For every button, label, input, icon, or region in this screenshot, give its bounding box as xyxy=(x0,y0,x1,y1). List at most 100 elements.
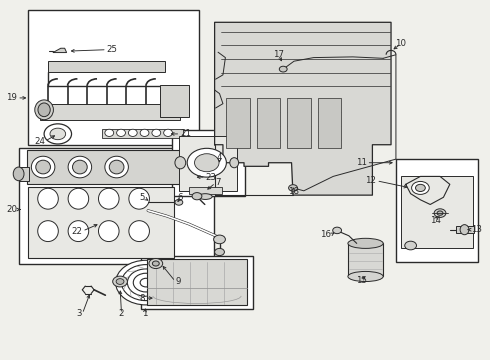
Circle shape xyxy=(122,265,171,301)
Text: 16: 16 xyxy=(320,230,331,239)
Bar xyxy=(147,259,247,305)
Ellipse shape xyxy=(38,221,58,242)
Text: 18: 18 xyxy=(288,187,298,196)
Text: 9: 9 xyxy=(175,277,181,286)
Text: 15: 15 xyxy=(356,276,367,284)
Circle shape xyxy=(113,276,127,287)
Text: 6: 6 xyxy=(177,194,183,202)
Circle shape xyxy=(412,181,429,194)
Polygon shape xyxy=(53,48,67,53)
Ellipse shape xyxy=(98,221,119,242)
Ellipse shape xyxy=(68,221,89,242)
Circle shape xyxy=(187,148,226,177)
Text: 24: 24 xyxy=(34,136,45,145)
Text: 21: 21 xyxy=(180,129,191,138)
Text: 19: 19 xyxy=(6,94,17,102)
Circle shape xyxy=(127,269,165,296)
Ellipse shape xyxy=(38,188,58,209)
Text: 2: 2 xyxy=(119,309,124,318)
Text: 20: 20 xyxy=(6,205,17,214)
Ellipse shape xyxy=(36,160,50,174)
Ellipse shape xyxy=(35,100,53,120)
Bar xyxy=(226,98,250,148)
Text: 10: 10 xyxy=(395,40,406,49)
Circle shape xyxy=(195,154,219,172)
Circle shape xyxy=(405,241,416,250)
Ellipse shape xyxy=(198,194,212,199)
Circle shape xyxy=(140,278,152,287)
Circle shape xyxy=(175,199,183,205)
Text: 17: 17 xyxy=(273,50,284,59)
Bar xyxy=(28,187,174,258)
Ellipse shape xyxy=(128,129,137,136)
Circle shape xyxy=(133,273,159,292)
Ellipse shape xyxy=(140,129,149,136)
Bar xyxy=(48,61,165,72)
Text: 23: 23 xyxy=(206,173,217,181)
Bar xyxy=(189,187,222,194)
Ellipse shape xyxy=(73,160,87,174)
Bar xyxy=(172,130,245,196)
Circle shape xyxy=(434,209,446,217)
Text: 13: 13 xyxy=(471,225,482,234)
Text: 4: 4 xyxy=(217,153,222,162)
Ellipse shape xyxy=(31,156,55,178)
Circle shape xyxy=(437,211,443,215)
Circle shape xyxy=(116,279,124,284)
Bar xyxy=(19,167,29,181)
Ellipse shape xyxy=(117,129,125,136)
Bar xyxy=(287,98,311,148)
Ellipse shape xyxy=(129,188,149,209)
Bar xyxy=(40,104,180,120)
Circle shape xyxy=(192,193,202,200)
Bar xyxy=(456,226,474,233)
Bar xyxy=(401,176,473,248)
Bar xyxy=(179,136,237,191)
Ellipse shape xyxy=(105,129,114,136)
Circle shape xyxy=(152,261,159,266)
Bar xyxy=(160,85,189,117)
Text: 5: 5 xyxy=(139,194,145,202)
Circle shape xyxy=(416,184,425,192)
Bar xyxy=(102,129,183,138)
Circle shape xyxy=(289,185,297,191)
Circle shape xyxy=(214,235,225,244)
Ellipse shape xyxy=(152,129,161,136)
Circle shape xyxy=(44,124,72,144)
Bar xyxy=(28,10,199,145)
Text: 22: 22 xyxy=(72,227,82,236)
Ellipse shape xyxy=(348,271,383,282)
Bar xyxy=(318,98,341,148)
Ellipse shape xyxy=(68,188,89,209)
Text: 12: 12 xyxy=(366,176,376,185)
Text: 25: 25 xyxy=(107,45,118,54)
Bar xyxy=(348,243,383,276)
Circle shape xyxy=(279,66,287,72)
Text: 7: 7 xyxy=(216,178,221,187)
Ellipse shape xyxy=(175,157,186,169)
Polygon shape xyxy=(215,22,391,195)
Bar xyxy=(141,256,253,309)
Bar xyxy=(257,98,280,148)
Circle shape xyxy=(50,128,66,140)
Ellipse shape xyxy=(105,156,128,178)
Bar xyxy=(396,159,478,262)
Circle shape xyxy=(116,260,176,305)
Ellipse shape xyxy=(38,103,50,117)
Ellipse shape xyxy=(129,221,149,242)
Circle shape xyxy=(149,258,163,269)
Circle shape xyxy=(215,248,224,256)
Bar xyxy=(19,148,214,264)
Ellipse shape xyxy=(109,160,124,174)
Text: 3: 3 xyxy=(77,309,82,318)
Text: 1: 1 xyxy=(142,309,147,318)
Ellipse shape xyxy=(13,167,24,181)
Text: 11: 11 xyxy=(356,158,367,167)
Ellipse shape xyxy=(460,225,469,235)
Text: 14: 14 xyxy=(430,216,441,225)
Circle shape xyxy=(333,227,342,234)
Ellipse shape xyxy=(98,188,119,209)
Ellipse shape xyxy=(348,238,383,248)
Bar xyxy=(27,150,183,184)
Ellipse shape xyxy=(68,156,92,178)
